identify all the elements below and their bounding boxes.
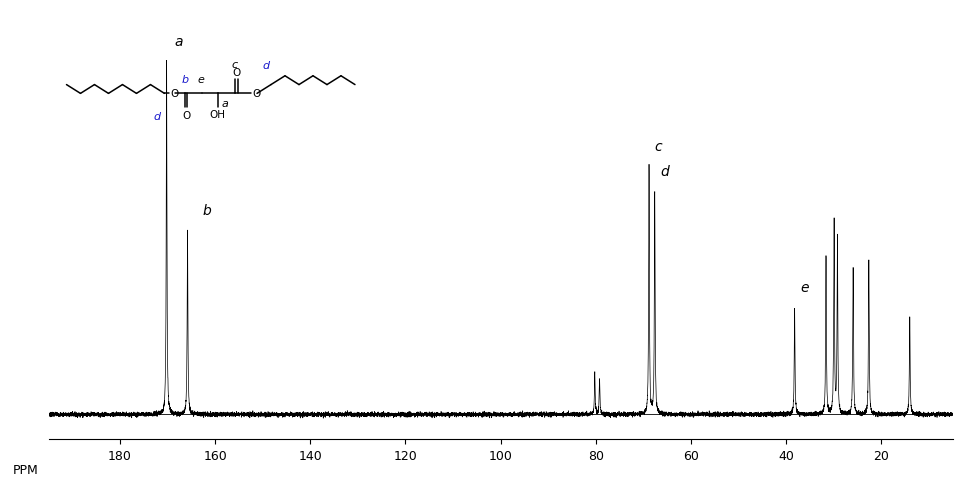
Text: a: a	[174, 35, 183, 48]
Text: c: c	[231, 60, 237, 70]
Text: O: O	[182, 110, 191, 120]
Text: O: O	[170, 89, 179, 99]
Text: b: b	[202, 203, 211, 218]
Text: d: d	[660, 165, 669, 179]
Text: OH: OH	[210, 110, 226, 120]
Text: e: e	[800, 281, 809, 295]
Text: e: e	[198, 75, 205, 84]
Text: a: a	[222, 99, 228, 108]
Text: b: b	[182, 75, 189, 84]
Text: O: O	[232, 68, 241, 78]
Text: d: d	[154, 112, 161, 122]
Text: c: c	[655, 140, 662, 154]
Text: PPM: PPM	[13, 463, 38, 476]
Text: d: d	[262, 61, 270, 71]
Text: O: O	[252, 89, 260, 99]
